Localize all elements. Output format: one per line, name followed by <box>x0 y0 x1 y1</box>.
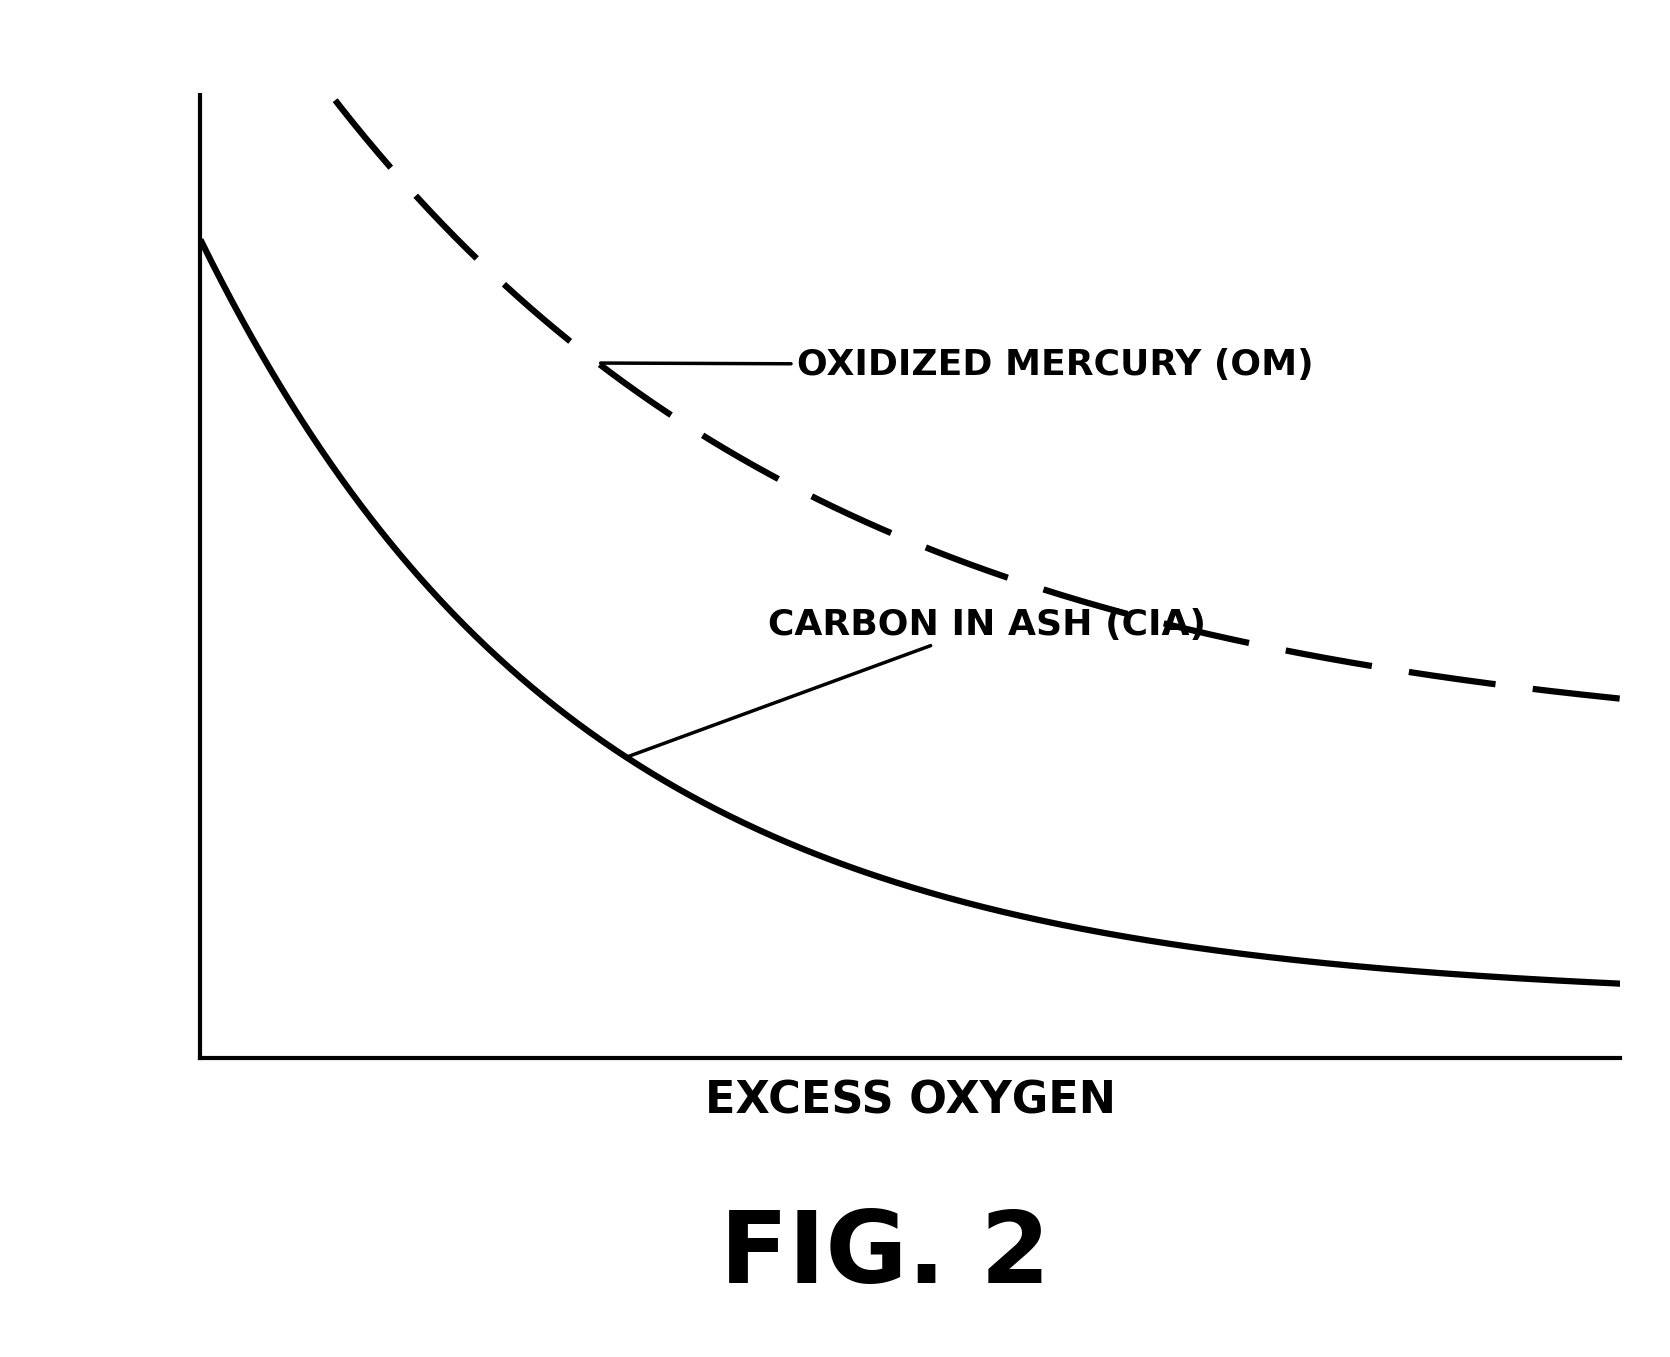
Text: FIG. 2: FIG. 2 <box>720 1206 1050 1304</box>
Text: CARBON IN ASH (CIA): CARBON IN ASH (CIA) <box>630 608 1206 756</box>
X-axis label: EXCESS OXYGEN: EXCESS OXYGEN <box>705 1079 1116 1122</box>
Text: OXIDIZED MERCURY (OM): OXIDIZED MERCURY (OM) <box>601 347 1313 381</box>
